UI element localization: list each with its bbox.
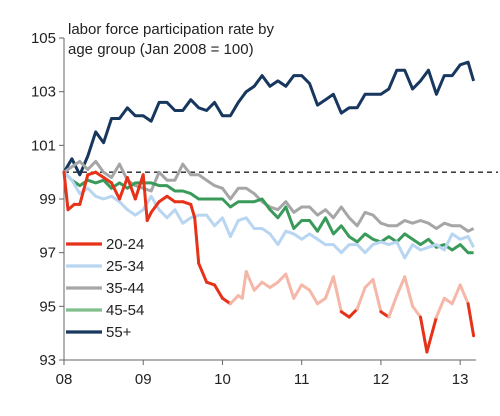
legend-item: 35-44	[66, 280, 144, 297]
legend-label: 20-24	[106, 236, 144, 253]
series-line-25-34	[62, 171, 475, 260]
legend-item: 45-54	[66, 302, 144, 319]
series-line-45-54	[62, 171, 474, 255]
series-line-20-24-segment	[228, 294, 240, 306]
legend-label: 35-44	[106, 280, 144, 297]
x-tick-label: 08	[56, 371, 73, 388]
series-line-20-24-segment	[292, 283, 304, 300]
series-line-20-24-segment	[125, 176, 137, 201]
series-line-20-24-segment	[260, 280, 272, 289]
series-line-20-24-segment	[252, 280, 264, 292]
series-line-20-24-segment	[213, 283, 224, 300]
legend-label: 45-54	[106, 302, 144, 319]
series-line-20-24-segment	[387, 294, 399, 319]
series-line-20-24-segment	[141, 173, 149, 222]
series-line-20-24-segment	[466, 302, 476, 338]
series-line-20-24-segment	[442, 296, 454, 306]
series-line-20-24-segment	[193, 216, 201, 265]
series-line-20-24-segment	[110, 181, 121, 201]
legend-item: 25-34	[66, 258, 144, 275]
y-tick-label: 93	[39, 352, 56, 369]
series-line-20-24-segment	[240, 270, 248, 300]
x-tick-label: 13	[452, 371, 469, 388]
series-line-20-24-segment	[102, 176, 113, 185]
series-line-20-24-segment	[458, 283, 470, 306]
series-line-20-24-segment	[276, 272, 288, 284]
series-line-20-24-segment	[425, 315, 438, 354]
series-layer	[62, 60, 476, 354]
series-line-20-24-segment	[94, 170, 106, 179]
series-line-20-24-segment	[149, 200, 161, 214]
y-tick-label: 101	[31, 137, 56, 154]
series-line-20-24-segment	[411, 304, 422, 319]
series-line-20-24-segment	[244, 270, 256, 292]
series-line-20-24-segment	[339, 310, 351, 319]
x-tick-label: 09	[135, 371, 152, 388]
series-line-20-24-segment	[189, 202, 197, 220]
series-line-20-24-segment	[331, 275, 343, 314]
series-line-20-24-segment	[403, 275, 415, 308]
y-tick-label: 95	[39, 298, 56, 315]
series-line-20-24-segment	[268, 280, 280, 289]
series-line-20-24-segment	[450, 283, 462, 306]
series-line-20-24-segment	[363, 278, 375, 289]
legend: 20-24 25-34 35-44 45-54 55+	[66, 236, 144, 341]
series-line-20-24-segment	[221, 296, 232, 306]
x-tick-label: 11	[294, 371, 310, 388]
series-line-20-24-segment	[316, 296, 327, 306]
legend-label: 55+	[106, 324, 132, 341]
series-line-20-24-segment	[78, 173, 90, 206]
series-line-20-24-segment	[434, 296, 446, 319]
series-line-20-24-segment	[157, 194, 169, 204]
y-tick-label: 103	[31, 84, 56, 101]
series-line-20-24-segment	[371, 278, 383, 314]
series-line-20-24-segment	[347, 307, 359, 319]
series-line-20-24-segment	[145, 210, 153, 222]
series-line-20-24-segment	[308, 288, 319, 306]
series-line-20-24-segment	[284, 272, 296, 300]
series-line-20-24-segment	[395, 275, 407, 298]
y-tick-label: 105	[31, 30, 56, 47]
chart-title-line-2: age group (Jan 2008 = 100)	[68, 41, 254, 58]
series-line-20-24-segment	[379, 310, 391, 319]
series-line-20-24-segment	[197, 261, 209, 284]
axes-layer: 93 95 97 99 101 103 105 08 09 10 11 12 13	[31, 30, 498, 388]
legend-item: 20-24	[66, 236, 144, 253]
series-line-35-44	[63, 159, 475, 233]
series-line-20-24-segment	[355, 286, 367, 311]
y-tick-label: 99	[39, 191, 56, 208]
legend-label: 25-34	[106, 258, 144, 275]
y-tick-label: 97	[39, 245, 56, 262]
series-line-20-24-segment	[165, 194, 177, 204]
series-line-20-24-segment	[324, 275, 335, 300]
series-line-20-24-segment	[300, 283, 312, 292]
series-line-20-24-segment	[133, 173, 145, 201]
series-line-20-24-segment	[62, 170, 70, 212]
legend-item: 55+	[66, 324, 132, 341]
series-line-20-24-segment	[419, 315, 429, 354]
series-line-55plus	[62, 60, 476, 177]
x-tick-label: 12	[373, 371, 390, 388]
series-line-20-24-segment	[118, 176, 129, 201]
chart-title-line-1: labor force participation rate by	[68, 21, 274, 38]
x-tick-label: 10	[214, 371, 231, 388]
